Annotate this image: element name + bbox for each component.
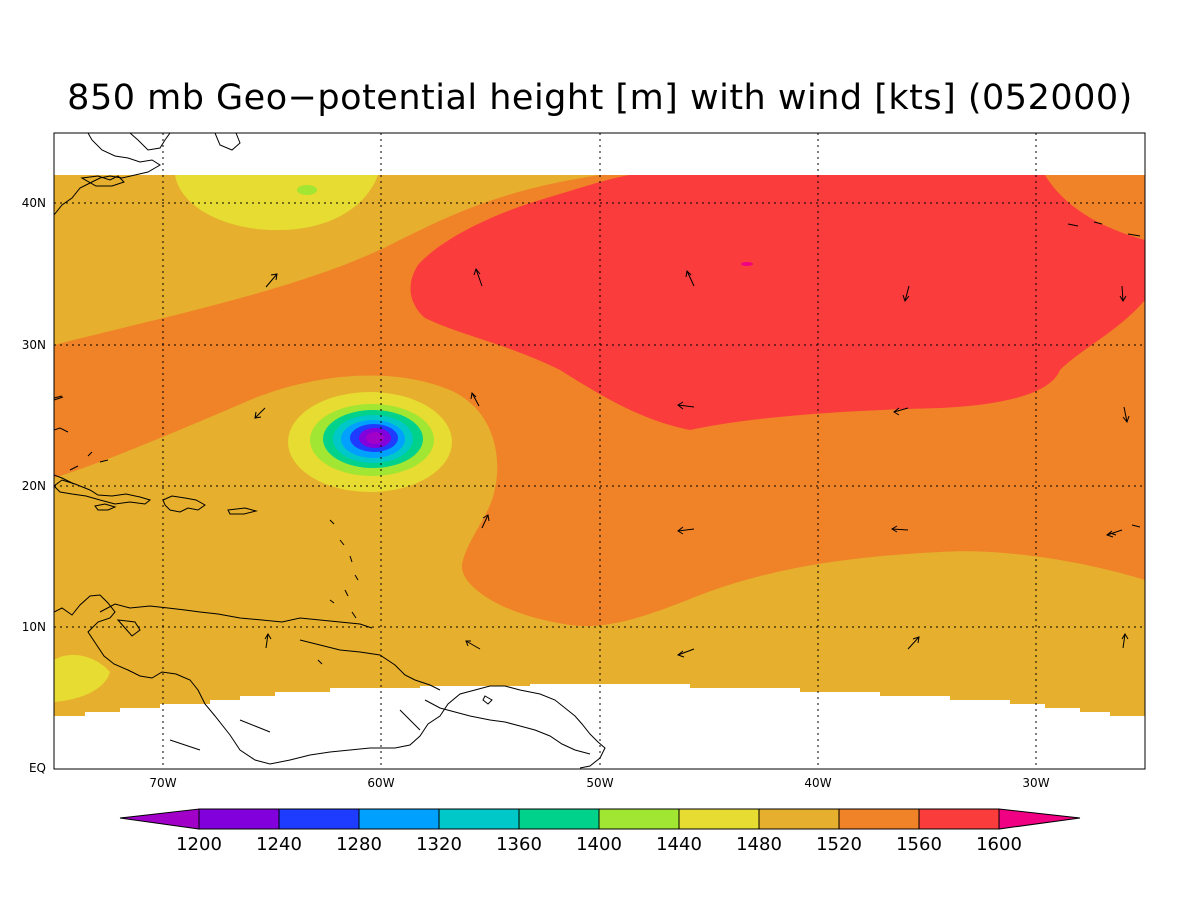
coast-rivers [169, 709, 421, 751]
colorbar-label: 1600 [976, 834, 1022, 855]
wind-arrow [264, 633, 272, 649]
wind-arrow [891, 525, 909, 533]
field-gt-1600 [741, 262, 753, 266]
wind-arrow [677, 526, 695, 535]
wind-arrow [470, 391, 480, 407]
coast-north-america [54, 133, 161, 216]
wind-arrow [907, 636, 920, 650]
wind-arrow [893, 407, 909, 416]
wind-arrow [254, 407, 266, 419]
coast-venezuela-north [99, 603, 373, 629]
lon-label-30w: 30W [1022, 776, 1050, 790]
lat-label-10n: 10N [21, 620, 46, 634]
colorbar-label: 1440 [656, 834, 702, 855]
colorbar-swatch [918, 808, 1000, 830]
colorbar-swatch [278, 808, 360, 830]
colorbar-label: 1400 [576, 834, 622, 855]
colorbar-swatch [838, 808, 920, 830]
coast-newfoundland [214, 133, 241, 151]
coast-north-america-2 [129, 133, 171, 151]
colorbar-swatch [598, 808, 680, 830]
colorbar-label: 1200 [176, 834, 222, 855]
wind-arrow [1122, 406, 1130, 424]
wind-arrow [1119, 285, 1127, 302]
coast-orinoco [299, 639, 441, 691]
coast-venezuela-2 [116, 619, 141, 637]
colorbar-label: 1240 [256, 834, 302, 855]
colorbar-swatch [758, 808, 840, 830]
colorbar-label: 1360 [496, 834, 542, 855]
shaded-field [54, 133, 1145, 769]
coast-jamaica [94, 503, 117, 511]
colorbar-label: 1280 [336, 834, 382, 855]
colorbar-swatch [678, 808, 760, 830]
colorbar-extend-high [998, 808, 1081, 830]
lon-label-60w: 60W [367, 776, 395, 790]
wind-arrow [902, 285, 910, 303]
field-1400-1440-north [297, 185, 317, 195]
lon-label-40w: 40W [804, 776, 832, 790]
wind-arrow [465, 640, 481, 650]
colorbar-swatch [358, 808, 440, 830]
field-1560-1600 [410, 175, 1145, 430]
coast-azores [1067, 221, 1141, 237]
coast-island-east [482, 695, 493, 705]
plot-frame [53, 132, 1146, 770]
coast-hispaniola [162, 495, 206, 513]
coast-lesser-antilles [317, 519, 359, 665]
lat-label-20n: 20N [21, 479, 46, 493]
colorbar-label: 1560 [896, 834, 942, 855]
gridlines [54, 133, 1145, 769]
lat-label-40n: 40N [21, 196, 46, 210]
lon-label-70w: 70W [149, 776, 177, 790]
field-1440-1480-sw [54, 654, 110, 702]
lon-label-50w: 50W [586, 776, 614, 790]
coast-puerto-rico [227, 507, 258, 515]
coast-cuba [54, 479, 152, 505]
coast-nova-scotia [80, 175, 125, 187]
coast-guianas [424, 699, 591, 755]
wind-arrow [265, 273, 278, 288]
colorbar-label: 1480 [736, 834, 782, 855]
wind-arrow [677, 401, 695, 410]
lat-label-eq: EQ [28, 761, 46, 775]
coast-central-america [54, 594, 606, 769]
colorbar [119, 808, 1081, 830]
coast-bahamas [54, 395, 109, 471]
colorbar-extend-low [119, 808, 200, 830]
wind-arrow [53, 396, 64, 401]
colorbar-swatch [438, 808, 520, 830]
low-lt-1200 [366, 432, 384, 444]
no-data-bottom [54, 684, 1145, 769]
wind-vectors [53, 267, 1130, 658]
wind-arrow [676, 648, 695, 658]
colorbar-label: 1320 [416, 834, 462, 855]
colorbar-swatch [518, 808, 600, 830]
wind-arrow [481, 514, 490, 529]
wind-arrow [1121, 633, 1129, 649]
coastlines [54, 133, 1141, 769]
wind-arrow [1105, 529, 1123, 538]
colorbar-label: 1520 [816, 834, 862, 855]
wind-arrow [473, 267, 483, 287]
colorbar-swatch [198, 808, 280, 830]
lat-label-30n: 30N [21, 338, 46, 352]
chart-title: 850 mb Geo−potential height [m] with win… [67, 78, 1133, 118]
wind-arrow [685, 269, 695, 287]
